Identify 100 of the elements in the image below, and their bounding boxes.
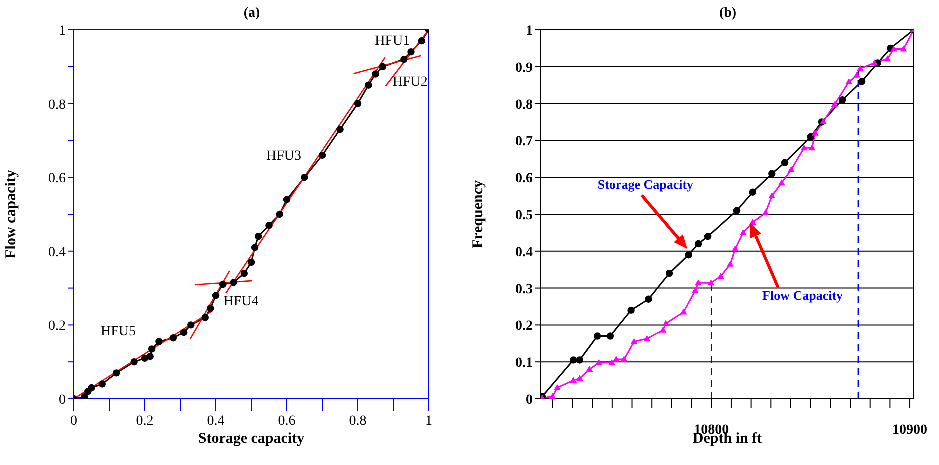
point xyxy=(608,359,616,366)
point xyxy=(628,306,635,314)
point xyxy=(372,70,380,78)
point xyxy=(732,246,739,252)
point xyxy=(856,65,864,72)
x-tick-label: 0 xyxy=(70,414,78,429)
point xyxy=(812,130,819,136)
point xyxy=(768,170,776,178)
point xyxy=(900,46,908,52)
point xyxy=(666,270,674,278)
point xyxy=(570,377,578,384)
x-tick-label: 0.4 xyxy=(207,414,225,429)
point xyxy=(248,258,256,266)
point xyxy=(808,144,816,151)
chart-title: (b) xyxy=(718,6,738,22)
point xyxy=(586,366,594,372)
x-tick-label: 0.2 xyxy=(136,414,154,429)
point xyxy=(180,328,188,336)
y-tick-label: 0.2 xyxy=(48,319,66,334)
point xyxy=(156,338,163,346)
point xyxy=(148,346,156,353)
point xyxy=(762,210,770,216)
point xyxy=(685,251,692,259)
y-tick-label: 0 xyxy=(59,392,66,408)
point xyxy=(807,133,814,141)
y-tick-label: 0.4 xyxy=(516,245,533,260)
point xyxy=(207,304,214,312)
point xyxy=(733,207,741,214)
y-tick-label: 0.5 xyxy=(516,208,533,224)
y-tick-label: 0.6 xyxy=(48,172,66,187)
point xyxy=(188,322,195,329)
point xyxy=(694,240,702,248)
point xyxy=(838,96,846,104)
point xyxy=(800,144,808,151)
point xyxy=(612,356,620,362)
point xyxy=(336,126,344,134)
y-tick-label: 0.8 xyxy=(516,98,533,113)
y-tick-label: 0.9 xyxy=(516,60,533,76)
point xyxy=(266,222,273,230)
point xyxy=(660,326,667,333)
point xyxy=(240,270,248,278)
point xyxy=(858,78,866,86)
point xyxy=(554,384,561,390)
point xyxy=(831,101,838,108)
point xyxy=(695,280,702,286)
point xyxy=(400,56,408,64)
y-tick-label: 0.1 xyxy=(516,356,533,372)
y-tick-label: 0.6 xyxy=(516,172,533,187)
y-tick-label: 0.2 xyxy=(516,319,533,334)
point xyxy=(418,37,426,45)
x-tick-label: 1 xyxy=(426,414,432,429)
point xyxy=(717,272,724,279)
point xyxy=(781,159,789,166)
point xyxy=(704,233,712,240)
x-tick-label: 0.6 xyxy=(278,414,296,429)
annotation: HFU5 xyxy=(100,324,136,340)
y-tick-label: 0.7 xyxy=(516,134,533,150)
point xyxy=(255,233,262,240)
point xyxy=(708,280,715,286)
point xyxy=(113,370,120,377)
x-axis-title: Storage capacity xyxy=(198,431,306,447)
x-tick-label: 10900 xyxy=(892,422,928,438)
point xyxy=(130,358,138,366)
point xyxy=(854,72,861,78)
point xyxy=(170,334,177,342)
point xyxy=(606,332,614,340)
annotation: HFU1 xyxy=(375,34,410,50)
x-tick-label: 0.8 xyxy=(349,414,367,429)
point xyxy=(662,320,670,326)
y-axis-title: Flow capacity xyxy=(3,170,20,259)
point xyxy=(778,180,786,186)
point xyxy=(146,352,154,360)
point xyxy=(871,60,878,66)
annotation: Flow Capacity xyxy=(762,288,844,304)
annotation: HFU3 xyxy=(266,148,302,164)
point xyxy=(230,279,238,286)
point xyxy=(890,46,898,52)
point xyxy=(630,338,638,344)
annotation: Storage Capacity xyxy=(598,177,694,192)
point xyxy=(301,174,308,182)
chart-title: (a) xyxy=(242,6,262,22)
point xyxy=(884,56,892,62)
point xyxy=(88,384,96,392)
point xyxy=(98,380,106,388)
point xyxy=(740,229,747,236)
point xyxy=(692,287,699,294)
point xyxy=(645,296,652,303)
y-tick-label: 0.8 xyxy=(48,98,66,113)
point xyxy=(846,78,853,85)
point xyxy=(318,152,326,160)
point xyxy=(283,196,291,204)
point xyxy=(251,244,259,252)
point xyxy=(220,281,227,288)
y-tick-label: 1 xyxy=(59,24,66,39)
y-tick-label: 1 xyxy=(526,24,533,39)
point xyxy=(680,308,688,315)
point xyxy=(354,100,362,108)
point xyxy=(788,166,795,172)
point xyxy=(576,356,584,364)
point xyxy=(202,314,209,322)
